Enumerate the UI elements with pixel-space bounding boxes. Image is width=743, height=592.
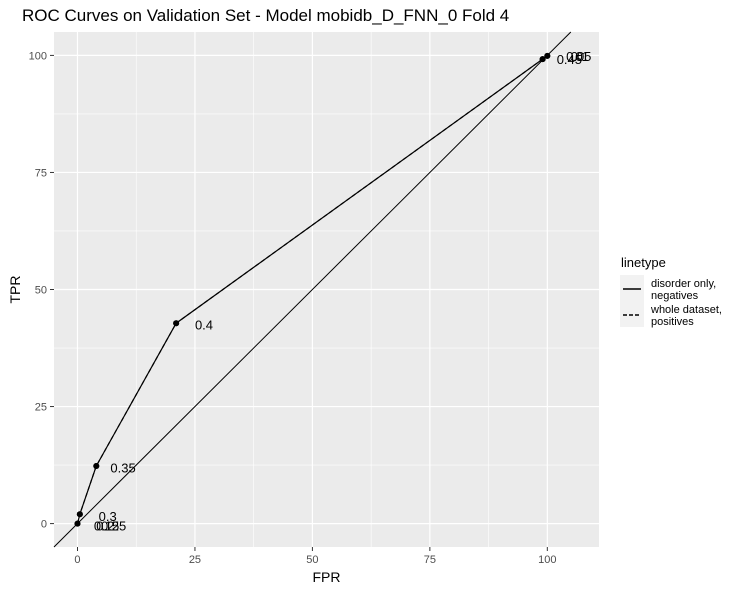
x-axis-ticks: 0 25 50 75 100 — [74, 547, 556, 566]
x-tick-label: 50 — [306, 554, 318, 566]
y-tick-label: 50 — [35, 285, 47, 297]
threshold-label: 0.35 — [110, 460, 135, 475]
legend-title: linetype — [621, 255, 666, 270]
series-point — [74, 520, 81, 527]
legend-key-background — [620, 275, 644, 327]
x-tick-label: 0 — [74, 554, 80, 566]
y-tick-label: 75 — [35, 167, 47, 179]
legend-entry-label: whole dataset, — [650, 304, 722, 316]
x-tick-label: 25 — [189, 554, 201, 566]
series-point — [76, 511, 83, 518]
x-axis-title: FPR — [313, 569, 341, 585]
roc-series — [74, 52, 551, 527]
y-tick-label: 100 — [29, 50, 47, 62]
y-tick-label: 25 — [35, 402, 47, 414]
series-point — [544, 52, 551, 59]
legend-entry-label: negatives — [651, 290, 699, 302]
chart-title: ROC Curves on Validation Set - Model mob… — [22, 6, 509, 25]
legend-entry-label: positives — [651, 316, 694, 328]
threshold-label: 0.25 — [101, 518, 126, 533]
series-point — [539, 56, 546, 63]
threshold-label: 0.45 — [557, 52, 582, 67]
y-axis-title: TPR — [7, 276, 23, 304]
threshold-label: 0.1 — [571, 49, 589, 64]
threshold-label: 0.05 — [566, 49, 591, 64]
legend: linetype disorder only,negatives whole da… — [620, 255, 722, 328]
series-point — [173, 320, 180, 327]
threshold-label: 0.4 — [195, 318, 213, 333]
legend-items: disorder only,negatives whole dataset,pos… — [620, 275, 722, 328]
diagonal-reference-line — [53, 31, 572, 548]
y-tick-label: 0 — [41, 519, 47, 531]
series-point — [93, 463, 100, 470]
x-tick-label: 75 — [424, 554, 436, 566]
x-tick-label: 100 — [538, 554, 556, 566]
threshold-label: 0.2 — [96, 518, 114, 533]
threshold-label: 0.15 — [94, 518, 119, 533]
legend-entry-label: disorder only, — [651, 278, 716, 290]
y-axis-ticks: 0 25 50 75 100 — [29, 50, 54, 531]
threshold-label: 0 — [576, 49, 583, 64]
threshold-labels: 0.20.250.150.3 0.35 0.4 0.450.050.10 — [94, 49, 591, 534]
threshold-label: 0.3 — [99, 509, 117, 524]
